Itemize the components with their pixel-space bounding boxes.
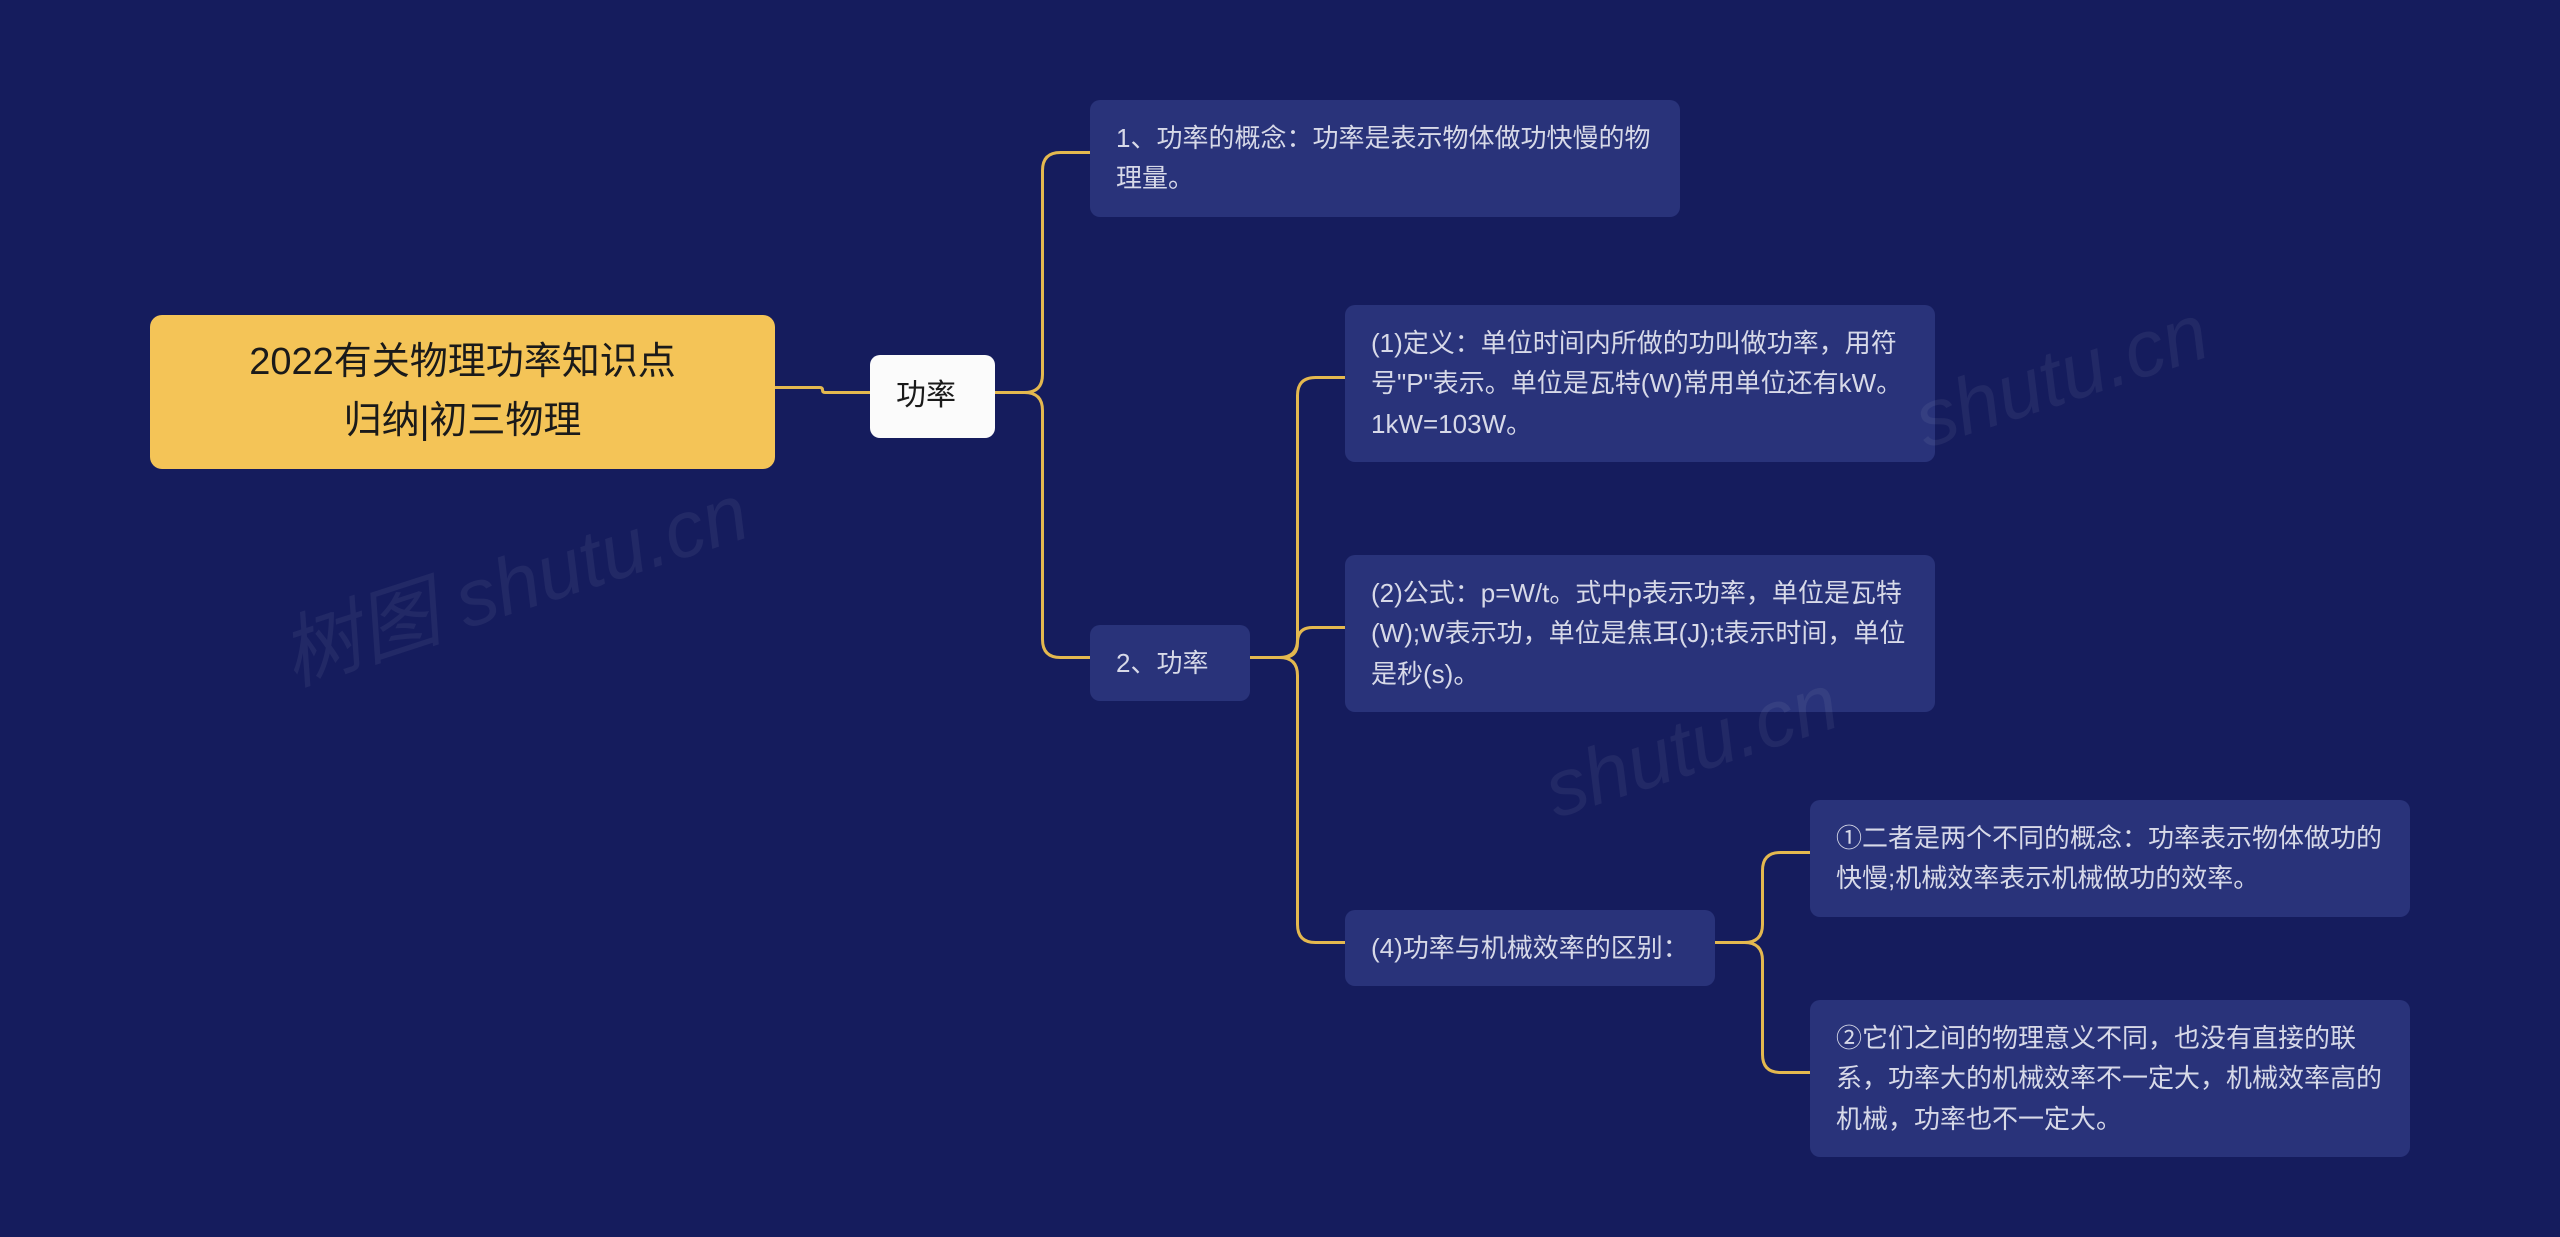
node-diff-1[interactable]: ①二者是两个不同的概念：功率表示物体做功的快慢;机械效率表示机械做功的效率。 xyxy=(1810,800,2410,917)
root-node[interactable]: 2022有关物理功率知识点 归纳|初三物理 xyxy=(150,315,775,469)
node-concept[interactable]: 1、功率的概念：功率是表示物体做功快慢的物理量。 xyxy=(1090,100,1680,217)
watermark: 树图 shutu.cn xyxy=(264,448,761,708)
node-power2[interactable]: 2、功率 xyxy=(1090,625,1250,701)
node-power-label: 功率 xyxy=(896,373,956,420)
node-formula-label: (2)公式：p=W/t。式中p表示功率，单位是瓦特(W);W表示功，单位是焦耳(… xyxy=(1371,573,1909,694)
node-diff-1-label: ①二者是两个不同的概念：功率表示物体做功的快慢;机械效率表示机械做功的效率。 xyxy=(1836,818,2384,899)
node-definition-label: (1)定义：单位时间内所做的功叫做功率，用符号"P"表示。单位是瓦特(W)常用单… xyxy=(1371,323,1909,444)
node-power[interactable]: 功率 xyxy=(870,355,995,438)
node-definition[interactable]: (1)定义：单位时间内所做的功叫做功率，用符号"P"表示。单位是瓦特(W)常用单… xyxy=(1345,305,1935,462)
node-power2-label: 2、功率 xyxy=(1116,643,1208,683)
node-difference-label: (4)功率与机械效率的区别： xyxy=(1371,928,1689,968)
node-diff-2-label: ②它们之间的物理意义不同，也没有直接的联系，功率大的机械效率不一定大，机械效率高… xyxy=(1836,1018,2384,1139)
watermark: shutu.cn xyxy=(1903,286,2219,467)
node-difference[interactable]: (4)功率与机械效率的区别： xyxy=(1345,910,1715,986)
root-line2: 归纳|初三物理 xyxy=(344,392,582,451)
root-line1: 2022有关物理功率知识点 xyxy=(249,333,676,392)
node-diff-2[interactable]: ②它们之间的物理意义不同，也没有直接的联系，功率大的机械效率不一定大，机械效率高… xyxy=(1810,1000,2410,1157)
node-concept-label: 1、功率的概念：功率是表示物体做功快慢的物理量。 xyxy=(1116,118,1654,199)
node-formula[interactable]: (2)公式：p=W/t。式中p表示功率，单位是瓦特(W);W表示功，单位是焦耳(… xyxy=(1345,555,1935,712)
